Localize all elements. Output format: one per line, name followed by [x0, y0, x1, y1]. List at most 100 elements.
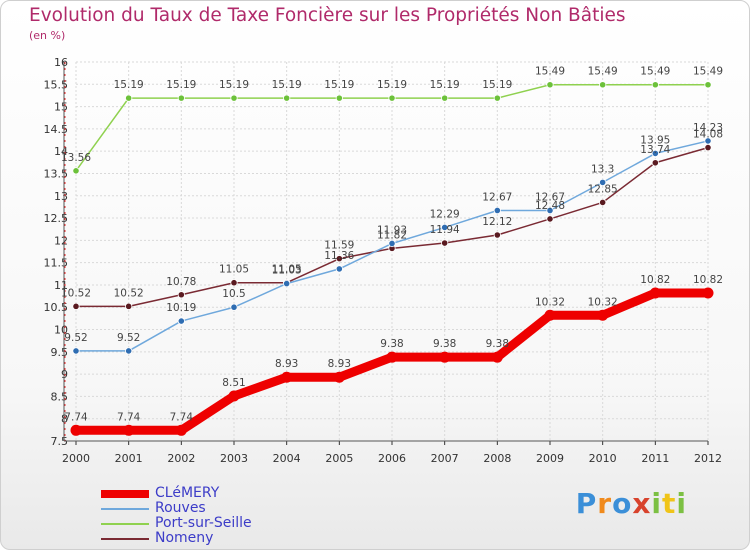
- data-label: 15.49: [640, 66, 670, 78]
- data-point: [491, 351, 503, 363]
- data-label: 12.12: [482, 216, 512, 228]
- data-point: [546, 81, 554, 89]
- data-label: 10.82: [640, 274, 670, 286]
- legend-item: CLéMERY: [101, 485, 301, 501]
- data-point: [441, 94, 449, 102]
- data-point: [177, 94, 185, 102]
- data-label: 15.19: [272, 79, 302, 91]
- data-label: 9.52: [117, 332, 140, 344]
- data-point: [704, 81, 712, 89]
- data-label: 9.38: [433, 338, 456, 350]
- data-point: [651, 81, 659, 89]
- data-point: [546, 215, 554, 223]
- data-point: [441, 223, 449, 232]
- data-label: 13.56: [61, 152, 91, 164]
- brand-letter: o: [612, 487, 633, 520]
- data-label: 9.52: [64, 332, 87, 344]
- data-label: 11.05: [272, 264, 302, 276]
- data-label: 14.23: [693, 122, 723, 134]
- legend-label: CLéMERY: [155, 485, 220, 501]
- data-point: [439, 351, 451, 363]
- data-point: [230, 94, 238, 102]
- x-tick-label: 2007: [431, 452, 459, 465]
- data-point: [493, 94, 501, 102]
- data-point: [177, 317, 185, 325]
- data-label: 15.19: [430, 79, 460, 91]
- axes: 7.588.599.51010.51111.51212.51313.51414.…: [44, 56, 723, 465]
- data-point: [702, 287, 714, 299]
- legend-item: Port-sur-Seille: [101, 515, 301, 531]
- data-label: 11.05: [219, 264, 249, 276]
- brand-letter: i: [676, 487, 687, 520]
- data-point: [597, 309, 609, 321]
- data-label: 12.85: [588, 183, 618, 195]
- data-label: 10.82: [693, 274, 723, 286]
- data-label: 8.93: [328, 358, 351, 370]
- legend-swatch: [101, 508, 149, 510]
- data-label: 15.49: [693, 66, 723, 78]
- legend-label: Port-sur-Seille: [155, 515, 252, 531]
- data-label: 11.36: [324, 250, 354, 262]
- data-point: [283, 280, 291, 288]
- legend-item: Rouves: [101, 500, 301, 516]
- data-point: [704, 137, 712, 145]
- data-point: [335, 265, 343, 273]
- x-tick-label: 2005: [325, 452, 353, 465]
- y-tick-label: 11.5: [44, 257, 69, 270]
- data-label: 8.93: [275, 358, 298, 370]
- data-labels: 7.74 7.74 7.74 8.51 8.93 8.93 9.38 9.38 9.38 10.3…: [61, 66, 723, 424]
- data-point: [333, 371, 345, 383]
- y-tick-label: 15.5: [44, 78, 69, 91]
- data-point: [704, 144, 712, 152]
- data-label: 15.19: [324, 79, 354, 91]
- y-tick-label: 10.5: [44, 301, 69, 314]
- data-label: 10.32: [588, 296, 618, 308]
- x-tick-label: 2004: [273, 452, 301, 465]
- data-label: 15.19: [377, 79, 407, 91]
- data-label: 14.08: [693, 129, 723, 141]
- data-point: [70, 424, 82, 436]
- legend-label: Rouves: [155, 500, 206, 516]
- x-tick-label: 2011: [641, 452, 669, 465]
- data-label: 11.59: [324, 240, 354, 252]
- data-point: [649, 287, 661, 299]
- data-label: 7.74: [64, 411, 88, 423]
- data-label: 15.19: [219, 79, 249, 91]
- x-tick-label: 2009: [536, 452, 564, 465]
- data-label: 12.67: [535, 191, 565, 203]
- x-tick-label: 2001: [115, 452, 143, 465]
- brand-letter: x: [632, 487, 652, 520]
- legend-swatch: [101, 523, 149, 525]
- data-label: 11.03: [272, 265, 302, 277]
- data-label: 11.93: [377, 224, 407, 236]
- x-tick-label: 2010: [589, 452, 617, 465]
- data-point: [72, 347, 80, 355]
- data-point: [175, 424, 187, 436]
- y-tick-label: 12.5: [44, 212, 69, 225]
- data-point: [388, 239, 396, 248]
- x-tick-label: 2008: [483, 452, 511, 465]
- y-tick-label: 13.5: [44, 167, 69, 180]
- legend-item: Nomeny: [101, 530, 301, 546]
- data-label: 10.52: [114, 287, 144, 299]
- data-label: 7.74: [117, 411, 141, 423]
- data-label: 11.82: [377, 229, 407, 241]
- legend-swatch: [101, 538, 149, 540]
- data-label: 8.51: [222, 377, 245, 389]
- x-tick-label: 2003: [220, 452, 248, 465]
- chart-subtitle: (en %): [29, 29, 66, 42]
- data-point: [283, 94, 291, 102]
- y-tick-label: 13: [54, 190, 68, 203]
- data-point: [72, 167, 80, 175]
- data-point: [441, 239, 449, 247]
- y-tick-label: 15: [54, 101, 68, 114]
- y-tick-label: 16: [54, 56, 68, 69]
- data-label: 10.32: [535, 296, 565, 308]
- data-point: [388, 94, 396, 102]
- data-point: [72, 302, 80, 310]
- data-point: [123, 424, 135, 436]
- data-point: [125, 94, 133, 102]
- y-tick-label: 12: [54, 234, 68, 247]
- brand-letter: i: [651, 487, 662, 520]
